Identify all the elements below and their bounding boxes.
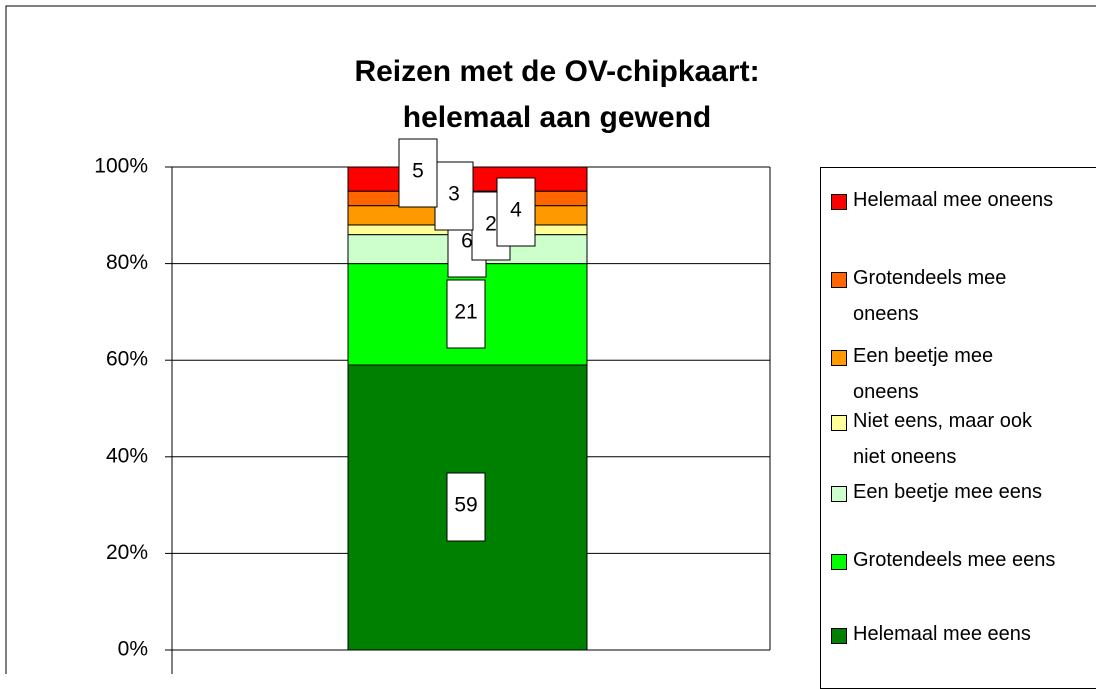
- legend-item: Helemaal mee eens: [831, 616, 1058, 652]
- legend-item: Een beetje mee oneens: [831, 338, 1058, 410]
- data-label-box: [496, 177, 536, 247]
- legend-swatch: [831, 628, 847, 644]
- legend-label: Helemaal mee eens: [853, 623, 1031, 645]
- legend-label: Een beetje mee eens: [853, 481, 1043, 503]
- chart-title: Reizen met de OV-chipkaart: helemaal aan…: [354, 55, 760, 134]
- data-label: 4: [510, 199, 522, 222]
- chart-border: [5, 5, 1096, 674]
- legend-item: Een beetje mee eens: [831, 474, 1058, 510]
- legend-label: Grotendeels mee oneens: [853, 267, 1007, 325]
- data-label: 6: [461, 230, 473, 253]
- legend-item: Grotendeels mee oneens: [831, 260, 1058, 332]
- data-label-box: [446, 279, 486, 349]
- legend-swatch: [831, 272, 847, 288]
- legend-label: Helemaal mee oneens: [853, 189, 1054, 211]
- data-label: 3: [448, 183, 460, 206]
- legend-label: Grotendeels mee eens: [853, 549, 1056, 571]
- legend-swatch: [831, 350, 847, 366]
- data-label-box: [446, 472, 486, 542]
- legend-item: Grotendeels mee eens: [831, 542, 1058, 578]
- y-tick-label: 80%: [106, 251, 148, 274]
- y-tick-label: 60%: [106, 348, 148, 371]
- legend-item: Niet eens, maar ook niet oneens: [831, 403, 1058, 475]
- legend: Helemaal mee oneens Grotendeels mee oneen…: [820, 167, 1096, 689]
- data-label: 5: [412, 160, 424, 183]
- chart: 0% 20% 40% 60% 80% 100% 59 21 624 3 5: [5, 5, 1096, 674]
- y-tick-label: 20%: [106, 541, 148, 564]
- legend-swatch: [831, 554, 847, 570]
- legend-item: Helemaal mee oneens: [831, 182, 1058, 218]
- y-tick-label: 100%: [94, 155, 148, 178]
- y-tick-label: 40%: [106, 444, 148, 467]
- data-label-box: [398, 138, 438, 208]
- data-label: 2: [485, 213, 497, 236]
- legend-swatch: [831, 415, 847, 431]
- y-tick-label: 0%: [118, 638, 148, 661]
- legend-swatch: [831, 194, 847, 210]
- data-label-box: [434, 161, 474, 231]
- page: {"chart_data": {"type": "stacked_bar", "…: [5, 5, 1096, 689]
- legend-label: Een beetje mee oneens: [853, 345, 994, 403]
- legend-swatch: [831, 486, 847, 502]
- legend-label: Niet eens, maar ook niet oneens: [853, 410, 1032, 468]
- data-label: 59: [454, 494, 477, 517]
- data-label: 21: [454, 301, 477, 324]
